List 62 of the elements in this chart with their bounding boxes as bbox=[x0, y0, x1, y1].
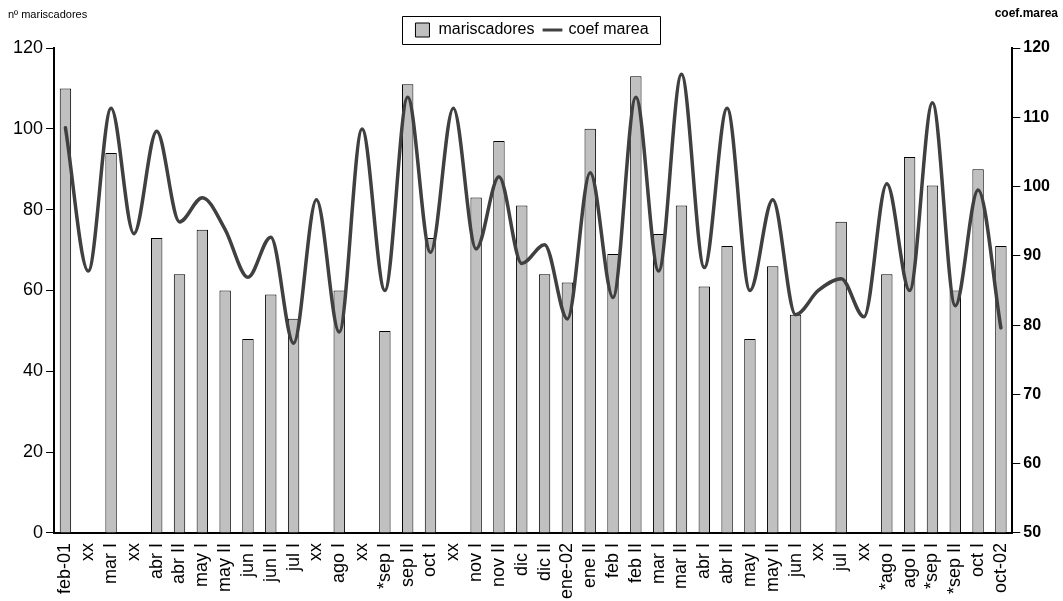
x-tick-label: may II bbox=[761, 542, 782, 592]
x-tick-label: xx bbox=[77, 542, 98, 561]
y2-tick-label: 100 bbox=[1023, 176, 1051, 194]
x-tick-label: may I bbox=[738, 542, 759, 587]
x-tick-label: abr I bbox=[145, 542, 166, 579]
y-tick-label: 100 bbox=[12, 117, 44, 138]
x-tick-label: may I bbox=[191, 542, 212, 587]
x-tick-label: oct I bbox=[419, 542, 440, 577]
x-tick-label: sep II bbox=[396, 542, 417, 587]
x-tick-label: may II bbox=[214, 542, 235, 592]
x-tick-label: ago II bbox=[898, 542, 919, 588]
y2-tick-label: 90 bbox=[1023, 246, 1042, 264]
legend-label: mariscadores bbox=[438, 20, 535, 38]
x-tick-label: mar I bbox=[647, 542, 668, 584]
x-tick-label: *sep II bbox=[944, 542, 965, 594]
y2-tick-label: 120 bbox=[1023, 38, 1051, 56]
y2-tick-label: 110 bbox=[1023, 107, 1050, 125]
y2-tick-label: 70 bbox=[1023, 384, 1042, 402]
y-tick-label: 80 bbox=[23, 198, 44, 219]
x-tick-label: ene II bbox=[579, 542, 600, 588]
y-tick-label: 60 bbox=[23, 279, 44, 300]
x-tick-label: jul I bbox=[282, 542, 303, 572]
x-tick-label: abr I bbox=[693, 542, 714, 579]
x-tick-label: oct I bbox=[967, 542, 988, 577]
x-tick-label: *sep I bbox=[373, 542, 394, 589]
y-tick-label: 40 bbox=[23, 360, 44, 381]
y-tick-label: 0 bbox=[33, 521, 44, 542]
x-tick-label: feb-01 bbox=[54, 542, 75, 594]
x-tick-label: *sep I bbox=[921, 542, 942, 589]
x-tick-label: abr II bbox=[168, 542, 189, 584]
y-tick-label: 20 bbox=[23, 441, 44, 462]
x-tick-label: dic I bbox=[510, 542, 531, 576]
x-tick-label: xx bbox=[807, 542, 828, 561]
y-axis-title: nº mariscadores bbox=[8, 7, 88, 20]
y2-tick-label: 80 bbox=[1023, 315, 1042, 333]
x-tick-label: xx bbox=[351, 542, 372, 561]
x-tick-label: oct-02 bbox=[989, 542, 1010, 593]
x-tick-label: nov I bbox=[465, 542, 486, 582]
x-tick-label: ene-02 bbox=[556, 542, 577, 600]
x-tick-label: feb I bbox=[601, 542, 622, 578]
y2-tick-label: 60 bbox=[1023, 454, 1042, 472]
x-tick-label: dic II bbox=[533, 542, 554, 581]
x-tick-label: jun II bbox=[259, 542, 280, 583]
y-tick-label: 120 bbox=[12, 36, 44, 57]
x-tick-label: *ago I bbox=[875, 542, 896, 590]
x-tick-label: jul I bbox=[830, 542, 851, 572]
x-tick-label: xx bbox=[442, 542, 463, 561]
x-tick-label: feb II bbox=[624, 542, 645, 583]
x-tick-label: jun I bbox=[784, 542, 805, 578]
x-tick-label: ago I bbox=[328, 542, 349, 583]
y2-tick-label: 50 bbox=[1023, 523, 1042, 541]
legend-label: coef marea bbox=[568, 20, 649, 38]
line-series bbox=[63, 72, 1003, 345]
x-tick-label: jun I bbox=[236, 542, 257, 578]
x-tick-label: xx bbox=[305, 542, 326, 561]
x-tick-label: xx bbox=[852, 542, 873, 561]
x-tick-label: xx bbox=[122, 542, 143, 561]
x-tick-label: mar II bbox=[670, 542, 691, 589]
x-tick-label: abr II bbox=[716, 542, 737, 584]
x-tick-label: mar I bbox=[100, 542, 121, 584]
x-tick-label: nov II bbox=[487, 542, 508, 587]
y2-axis-title: coef.marea bbox=[994, 6, 1059, 21]
